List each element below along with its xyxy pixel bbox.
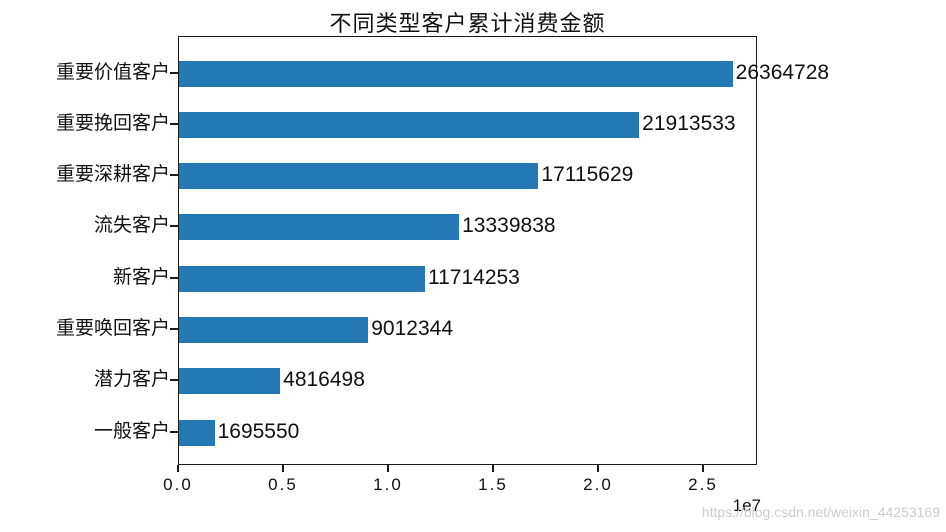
x-tick-mark: [597, 465, 599, 472]
bar: [179, 214, 460, 241]
y-tick-label: 重要挽回客户: [55, 112, 170, 134]
y-tick-mark: [170, 174, 178, 177]
y-tick-label: 新客户: [112, 266, 170, 288]
plot-area: 26364728 21913533 17115629 13339838 11714253…: [178, 36, 829, 465]
y-tick-label: 流失客户: [93, 215, 170, 237]
watermark-text: https://blog.csdn.net/weixin_44253169: [701, 504, 940, 520]
bar-value-label: 21913533: [642, 111, 736, 135]
x-tick-mark: [387, 465, 389, 472]
bar: [179, 163, 539, 190]
x-tick-mark: [492, 465, 494, 472]
x-tick-label: 0.0: [163, 475, 193, 494]
bar: [179, 265, 425, 292]
y-tick-mark: [170, 430, 178, 433]
bar-value-label: 9012344: [371, 317, 454, 340]
y-tick-mark: [170, 276, 178, 279]
y-tick-mark: [170, 328, 178, 330]
bar-value-label: 4816498: [283, 368, 365, 392]
x-tick-label: 2.5: [688, 475, 718, 494]
bar-value-label: 1695550: [217, 419, 300, 443]
x-axis-offset-label: 1e7: [732, 496, 761, 515]
bar: [179, 111, 640, 138]
bar-value-label: 11714253: [427, 265, 520, 289]
bar-value-label: 26364728: [735, 60, 830, 84]
y-tick-mark: [170, 122, 178, 125]
x-tick-mark: [702, 465, 704, 472]
x-tick-mark: [177, 465, 179, 472]
y-tick-label: 一般客户: [93, 420, 170, 442]
y-tick-label: 重要深耕客户: [55, 164, 170, 186]
y-tick-mark: [170, 225, 178, 228]
y-tick-label: 潜力客户: [93, 369, 170, 391]
y-tick-mark: [170, 379, 178, 382]
x-tick-label: 2.0: [583, 475, 613, 494]
bar-value-label: 17115629: [541, 163, 634, 187]
bar-value-label: 13339838: [462, 214, 556, 238]
y-tick-mark: [170, 71, 178, 74]
x-tick-label: 0.5: [268, 475, 298, 494]
x-tick-label: 1.0: [373, 475, 403, 494]
bar: [179, 317, 369, 343]
bar: [179, 60, 733, 87]
x-tick-mark: [282, 465, 284, 472]
y-tick-label: 重要价值客户: [55, 61, 170, 83]
bar: [179, 419, 215, 446]
y-tick-label: 重要唤回客户: [55, 318, 170, 339]
bar: [179, 368, 281, 395]
x-tick-label: 1.5: [478, 475, 508, 494]
chart-title: 不同类型客户累计消费金额: [329, 11, 606, 36]
